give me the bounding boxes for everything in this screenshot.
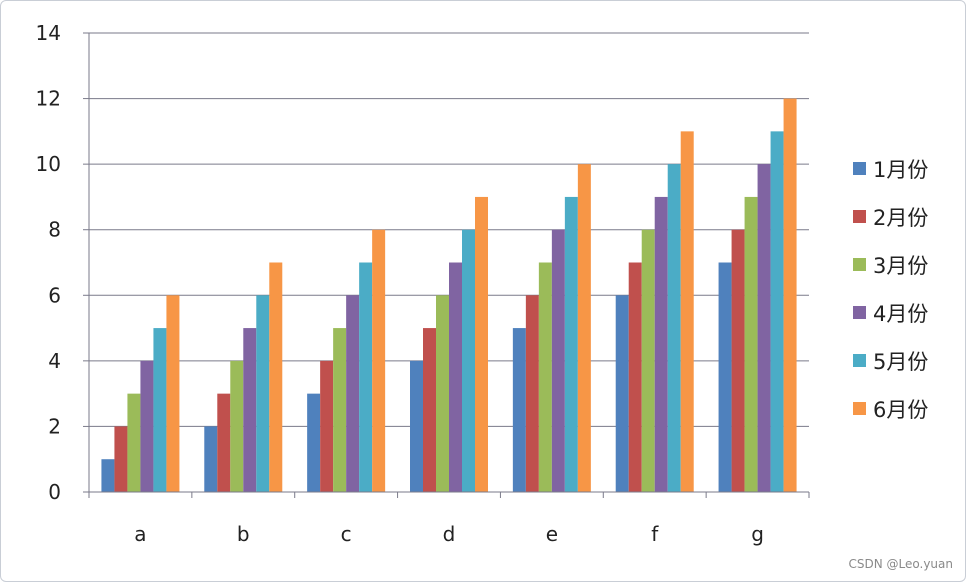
y-tick-label: 14 xyxy=(36,21,61,45)
bar xyxy=(153,328,167,492)
legend-swatch xyxy=(853,210,866,223)
bar xyxy=(577,164,591,492)
bar xyxy=(269,262,283,492)
legend-label: 6月份 xyxy=(873,398,928,422)
legend-label: 5月份 xyxy=(873,350,928,374)
legend-label: 1月份 xyxy=(873,158,928,182)
bar xyxy=(256,295,270,492)
bar xyxy=(307,393,321,492)
bar xyxy=(680,131,694,492)
bar xyxy=(628,262,642,492)
bar xyxy=(757,164,771,492)
bar xyxy=(423,328,436,492)
bar xyxy=(512,328,526,492)
x-tick-label: f xyxy=(651,522,659,546)
bar xyxy=(667,164,681,492)
bar xyxy=(204,426,218,492)
y-tick-label: 0 xyxy=(48,480,61,504)
bar xyxy=(654,196,668,492)
y-tick-label: 6 xyxy=(48,283,61,307)
watermark: CSDN @Leo.yuan xyxy=(848,557,954,571)
legend-swatch xyxy=(853,402,866,415)
bar xyxy=(436,295,449,492)
x-axis-ticks: a b c d e f g xyxy=(134,522,764,546)
y-tick-label: 2 xyxy=(48,414,61,438)
legend-label: 2月份 xyxy=(873,206,928,230)
legend: 1月份 2月份 3月份 4月份 5月份 6月份 xyxy=(853,158,928,422)
x-tick-label: a xyxy=(134,522,146,546)
legend-swatch xyxy=(853,354,866,367)
bar xyxy=(114,426,128,492)
bar xyxy=(525,295,539,492)
bar xyxy=(372,229,386,492)
y-tick-label: 12 xyxy=(36,87,61,111)
bar xyxy=(346,295,360,492)
y-tick-label: 10 xyxy=(36,152,61,176)
y-axis-ticks: 0 2 4 6 8 10 12 14 xyxy=(36,21,61,504)
bar xyxy=(243,328,257,492)
bar xyxy=(462,229,475,492)
x-tick-label: b xyxy=(237,522,250,546)
y-tick-label: 8 xyxy=(48,218,61,242)
bar xyxy=(718,262,732,492)
legend-swatch xyxy=(853,258,866,271)
axes xyxy=(83,32,810,498)
bar xyxy=(551,229,565,492)
bar xyxy=(615,295,629,492)
bar xyxy=(230,360,244,492)
bar xyxy=(333,328,347,492)
y-tick-label: 4 xyxy=(48,349,61,373)
x-tick-label: g xyxy=(751,522,764,546)
legend-label: 4月份 xyxy=(873,302,928,326)
legend-swatch xyxy=(853,306,866,319)
x-tick-label: d xyxy=(443,522,456,546)
bars xyxy=(101,98,797,493)
bar xyxy=(127,393,141,492)
bar xyxy=(217,393,231,492)
bar xyxy=(564,196,578,492)
bar xyxy=(538,262,552,492)
bar xyxy=(475,196,488,492)
bar xyxy=(359,262,373,492)
bar xyxy=(783,98,797,493)
bar xyxy=(731,229,745,492)
bar xyxy=(320,360,334,492)
bar xyxy=(410,360,423,492)
x-tick-label: e xyxy=(546,522,558,546)
bar xyxy=(449,262,462,492)
bar xyxy=(140,360,154,492)
bar xyxy=(770,131,784,492)
bar xyxy=(166,295,180,492)
x-tick-label: c xyxy=(341,522,352,546)
legend-label: 3月份 xyxy=(873,254,928,278)
bar xyxy=(641,229,655,492)
bar xyxy=(101,459,115,492)
bar xyxy=(744,196,758,492)
legend-swatch xyxy=(853,162,866,175)
